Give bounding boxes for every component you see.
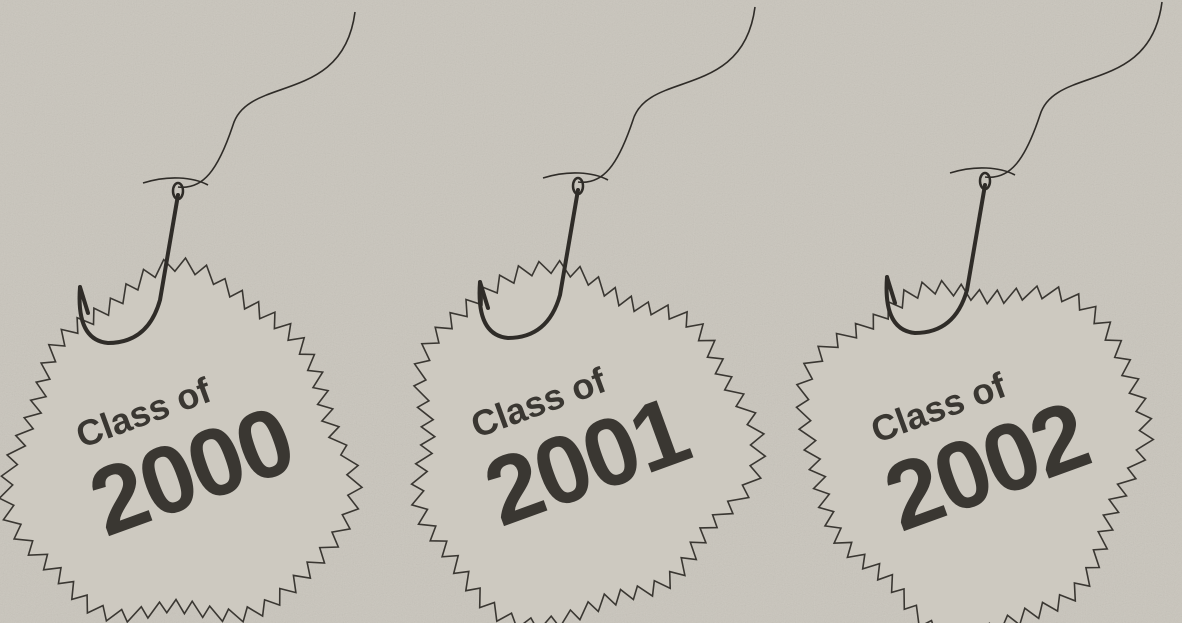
artwork: Class of2000Class of2001Class of2002: [0, 0, 1182, 623]
page: Class of2000Class of2001Class of2002 (()…: [0, 0, 1182, 623]
